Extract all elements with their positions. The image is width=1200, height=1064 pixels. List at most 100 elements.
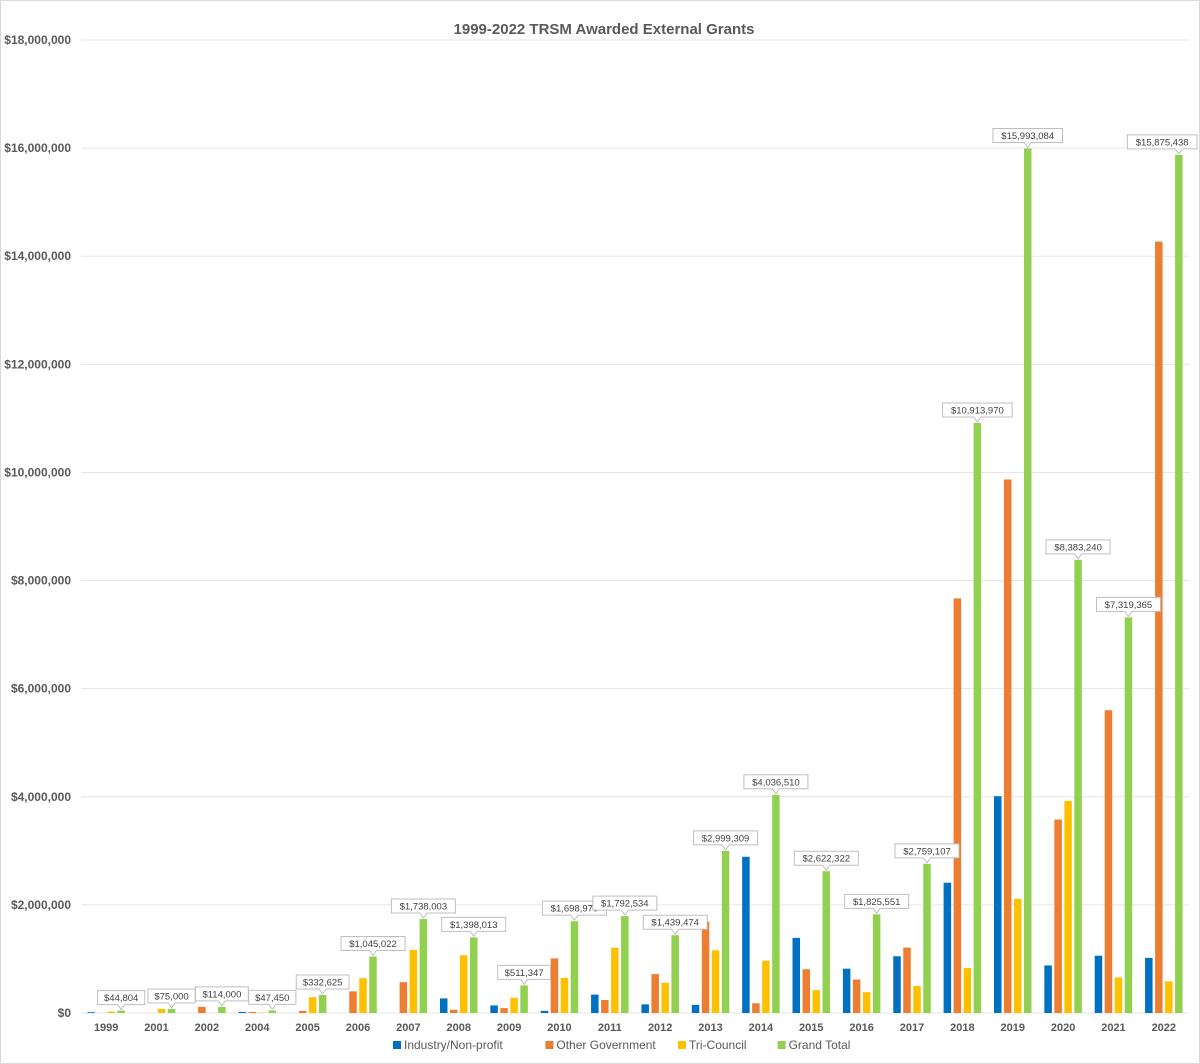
data-label-callout [340,936,406,957]
bar-grand-total [822,871,831,1013]
data-label-text: $114,000 [202,989,241,1000]
data-label: $511,347 [497,964,551,986]
legend-swatch [545,1041,554,1049]
bar-other-government [1104,710,1113,1013]
bar-industry-non-profit [792,937,801,1013]
x-axis-ticks: 1999 2001 2002 2004 2005 2006 2007 2008 2009 2010… [94,1022,1176,1034]
data-label-callout [992,127,1064,149]
data-label-text: $10,913,970 [951,406,1004,417]
bar-other-government [701,921,710,1013]
bar-grand-total [721,850,730,1013]
data-label-text: $2,759,107 [903,846,951,857]
bar-tri-council [762,960,770,1013]
bar-industry-non-profit [943,882,952,1013]
legend: Industry/Non-profit Other Government Tri-C… [393,1038,850,1052]
data-label-text: $7,319,365 [1105,600,1153,611]
bar-tri-council [661,982,669,1013]
data-label: $114,000 [195,986,249,1007]
bar-grand-total [1023,148,1032,1013]
legend-item: Grand Total [777,1038,851,1052]
bar-other-government [903,947,911,1013]
y-tick-label: $18,000,000 [4,33,71,47]
data-label: $2,759,107 [894,843,960,864]
x-tick-label: 2019 [1000,1022,1024,1034]
bar-tri-council [409,949,418,1013]
bar-other-government [198,1006,206,1013]
bar-tri-council [1013,898,1022,1013]
bar-grand-total [318,995,327,1013]
bars [87,148,1183,1014]
bar-other-government [1054,819,1062,1013]
data-label-text: $4,036,510 [752,777,800,788]
bar-industry-non-profit [1044,965,1052,1013]
bar-tri-council [560,977,569,1013]
data-label-callout [97,990,146,1011]
x-tick-label: 2014 [749,1022,774,1034]
data-label-callout [248,989,297,1011]
x-tick-label: 2006 [346,1022,370,1034]
bar-other-government [953,598,962,1013]
bar-grand-total [520,985,528,1013]
legend-swatch [678,1041,686,1049]
y-tick-label: $2,000,000 [11,898,71,912]
bar-grand-total [268,1010,277,1013]
bar-grand-total [1175,154,1183,1014]
data-label-text: $1,439,474 [651,918,699,929]
bar-other-government [550,958,559,1013]
data-label-callout [1095,596,1161,618]
bar-tri-council [107,1011,115,1013]
bar-tri-council [510,997,518,1013]
data-label-text: $1,825,551 [853,897,901,908]
data-label: $10,913,970 [942,402,1013,423]
y-tick-label: $4,000,000 [11,790,71,804]
bar-grand-total [167,1008,176,1013]
bar-other-government [802,969,811,1013]
data-label-callout [592,895,658,916]
bar-grand-total [973,423,982,1013]
x-tick-label: 2011 [598,1022,622,1034]
bar-tri-council [711,950,720,1013]
data-label-text: $332,625 [303,978,343,989]
bar-tri-council [963,967,972,1013]
x-tick-label: 2017 [900,1022,924,1034]
x-tick-label: 2016 [849,1022,873,1034]
bar-other-government [449,1009,458,1013]
x-tick-label: 2021 [1101,1022,1125,1034]
data-label-text: $15,875,438 [1136,137,1189,148]
x-tick-label: 2013 [698,1022,722,1034]
bar-industry-non-profit [993,796,1002,1013]
bar-other-government [1003,479,1012,1013]
data-label-callout [497,964,551,986]
bar-grand-total [772,794,780,1013]
data-label-callout [894,843,960,864]
x-tick-label: 2007 [396,1022,420,1034]
bar-other-government [752,1003,760,1013]
data-label: $1,045,022 [340,936,406,957]
bar-grand-total [671,935,679,1013]
x-tick-label: 2012 [648,1022,672,1034]
data-label: $2,999,309 [693,830,759,851]
bar-industry-non-profit [490,1005,498,1013]
y-tick-label: $12,000,000 [4,357,71,371]
x-tick-label: 2010 [547,1022,571,1034]
bar-industry-non-profit [439,998,448,1013]
bar-tri-council [812,990,821,1013]
bar-industry-non-profit [641,1004,649,1013]
legend-label: Grand Total [789,1038,851,1052]
data-labels: $44,804 $75,000 $114,000 $47,450 $332,625 $1,… [97,127,1198,1011]
bar-tri-council [359,978,367,1013]
bar-grand-total [419,919,428,1013]
legend-item: Tri-Council [678,1038,747,1052]
data-label: $1,738,003 [390,898,456,919]
data-label-callout [844,893,910,915]
data-label-text: $47,450 [255,993,289,1004]
y-tick-label: $0 [58,1006,72,1020]
y-tick-label: $6,000,000 [11,682,71,696]
data-label-text: $44,804 [104,993,138,1004]
data-label: $1,439,474 [642,914,708,936]
chart-title: 1999-2022 TRSM Awarded External Grants [454,21,755,38]
legend-swatch [393,1041,401,1049]
bar-industry-non-profit [87,1012,95,1013]
bar-tri-council [308,997,317,1013]
